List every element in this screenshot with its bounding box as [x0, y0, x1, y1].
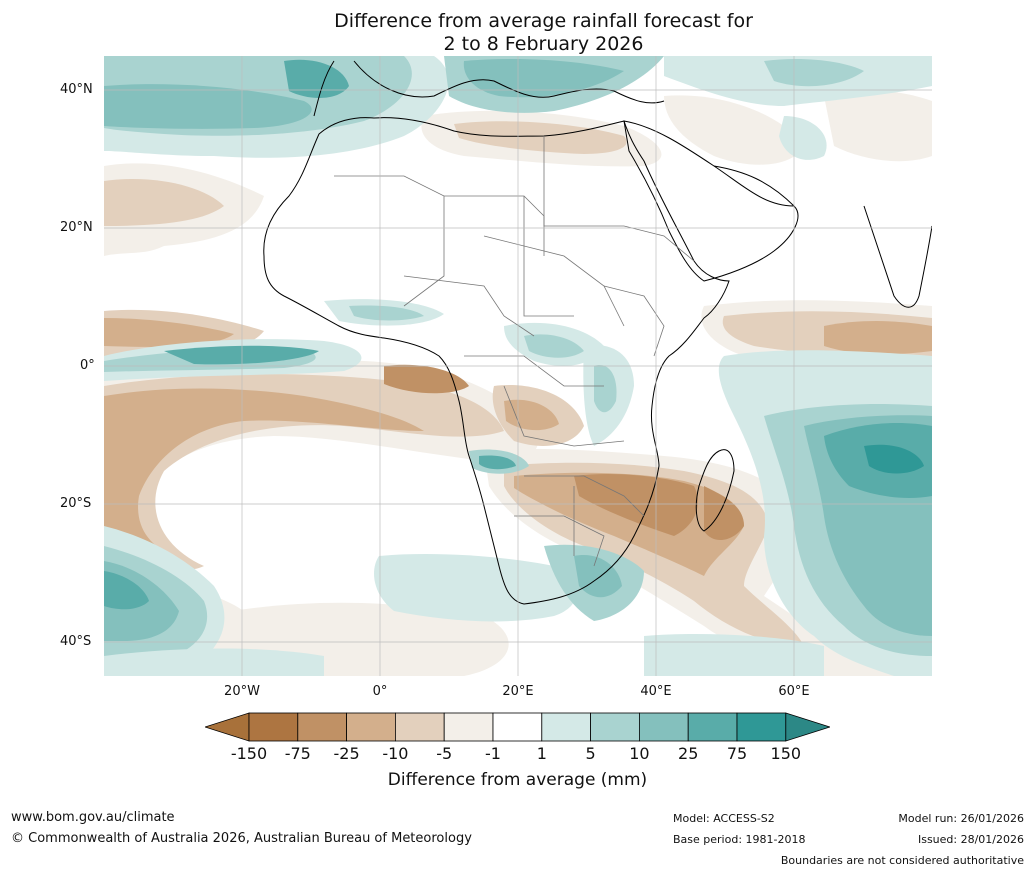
legend-swatch: [638, 712, 689, 742]
legend-tick-label: 75: [726, 744, 748, 763]
legend-arrow-left: [205, 712, 250, 742]
lat-label-0: 0°: [80, 358, 95, 373]
legend-tick-label: 5: [585, 744, 596, 763]
wet-anomaly-regions: [104, 56, 932, 676]
europe-coastline: [313, 60, 665, 117]
title-line-2: 2 to 8 February 2026: [443, 33, 644, 55]
gulf-coastline: [713, 165, 795, 207]
title-line-1: Difference from average rainfall forecas…: [334, 10, 753, 32]
legend-colorbar: [205, 712, 830, 742]
chart-title: Difference from average rainfall forecas…: [0, 10, 1035, 56]
footer-issued: Issued: 28/01/2026: [917, 833, 1024, 846]
footer-model: Model: ACCESS-S2: [673, 812, 775, 825]
lat-label-20n: 20°N: [60, 220, 93, 235]
legend-swatch: [492, 712, 543, 742]
lon-label-0: 0°: [372, 684, 388, 699]
africa-coastline: [263, 117, 730, 605]
legend-tick-label: -75: [284, 744, 311, 763]
legend-tick-label: 25: [678, 744, 699, 763]
legend-tick-label: -5: [436, 744, 453, 763]
footer-copyright: © Commonwealth of Australia 2026, Austra…: [11, 831, 472, 846]
lon-label-20w: 20°W: [224, 684, 260, 699]
lon-label-20e: 20°E: [502, 684, 534, 699]
legend-swatch: [541, 712, 591, 742]
legend-tick-label: 150: [770, 744, 802, 763]
rainfall-anomaly-map: [104, 56, 932, 676]
legend-tick-label: -150: [230, 744, 268, 763]
madagascar-coastline: [695, 449, 735, 532]
legend-swatch: [297, 712, 348, 742]
legend-tick-label: -1: [485, 744, 501, 763]
lon-label-60e: 60°E: [778, 684, 810, 699]
legend-tick-label: -25: [333, 744, 360, 763]
legend-swatch: [346, 712, 396, 742]
graticule: [104, 56, 932, 676]
lat-label-40n: 40°N: [60, 82, 93, 97]
legend-tick-label: -10: [382, 744, 409, 763]
footer-disclaimer: Boundaries are not considered authoritat…: [780, 854, 1024, 867]
footer-website: www.bom.gov.au/climate: [11, 810, 175, 825]
legend-title: Difference from average (mm): [387, 770, 648, 790]
country-borders: [334, 136, 695, 567]
footer-model-run: Model run: 26/01/2026: [898, 812, 1024, 825]
legend-swatch: [736, 712, 787, 742]
lat-label-40s: 40°S: [60, 634, 92, 649]
coastlines: [263, 60, 932, 605]
arabia-coastline: [623, 120, 799, 282]
india-coastline: [863, 205, 932, 308]
footer-base-period: Base period: 1981-2018: [673, 833, 806, 846]
legend-swatch: [443, 712, 494, 742]
lat-label-20s: 20°S: [60, 496, 92, 511]
legend-arrow-right: [785, 712, 830, 742]
legend-swatch: [590, 712, 640, 742]
legend-swatch: [248, 712, 299, 742]
lon-label-40e: 40°E: [640, 684, 672, 699]
legend-swatch: [687, 712, 738, 742]
legend-swatch: [394, 712, 445, 742]
legend-tick-label: 10: [629, 744, 650, 763]
legend-tick-label: 1: [536, 744, 547, 763]
